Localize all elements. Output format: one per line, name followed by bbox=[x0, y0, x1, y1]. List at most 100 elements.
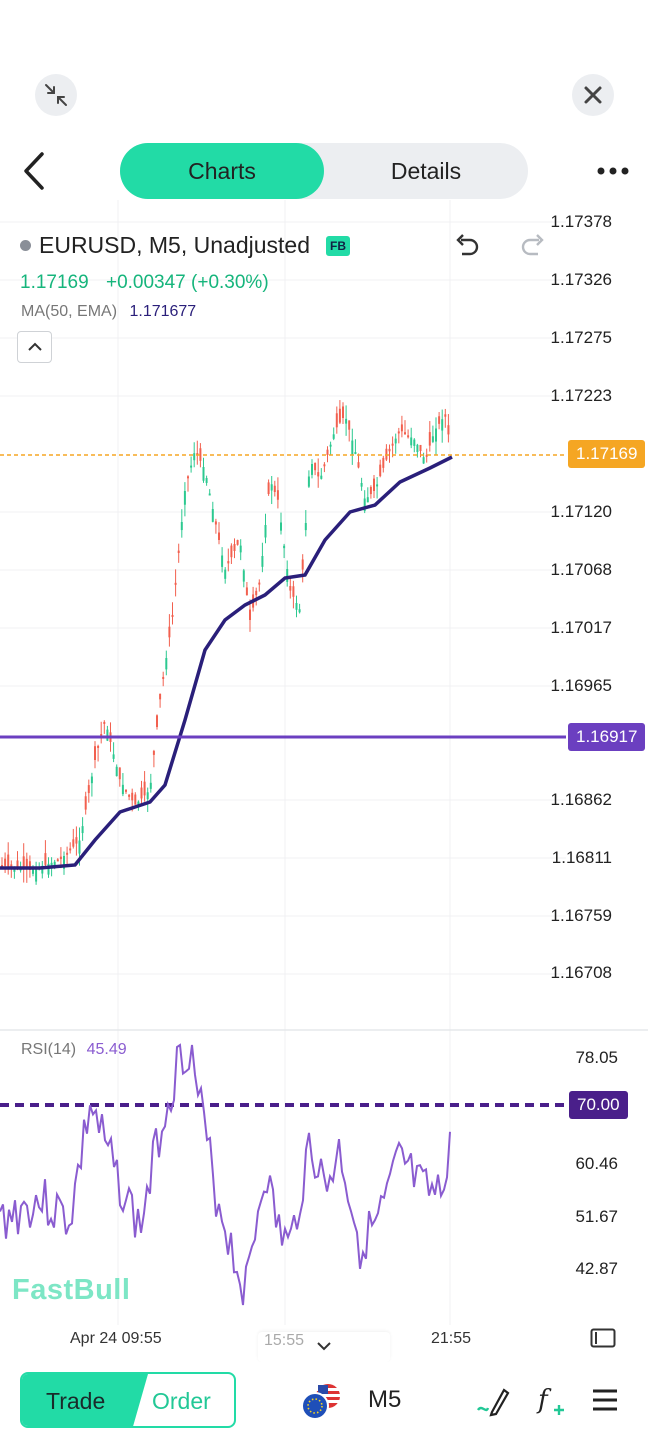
order-button[interactable]: Order bbox=[152, 1388, 211, 1414]
candle-body bbox=[422, 457, 425, 464]
candle-body bbox=[416, 444, 419, 452]
candle-body bbox=[162, 676, 165, 679]
candle-body bbox=[357, 462, 360, 468]
candle-body bbox=[131, 792, 134, 801]
candle-body bbox=[410, 437, 413, 446]
candle-body bbox=[59, 856, 62, 860]
draw-tool-icon[interactable] bbox=[474, 1384, 510, 1423]
price-axis-label: 1.16862 bbox=[550, 790, 612, 809]
collapse-indicators-button[interactable] bbox=[17, 331, 52, 363]
candle-body bbox=[227, 561, 230, 564]
candle-body bbox=[103, 721, 106, 724]
rsi-value: 45.49 bbox=[86, 1041, 127, 1058]
candle-body bbox=[94, 746, 96, 760]
candle-body bbox=[230, 545, 233, 558]
candle-body bbox=[125, 789, 127, 792]
currency-pair-icon[interactable] bbox=[300, 1382, 344, 1422]
layout-icon[interactable] bbox=[590, 1328, 616, 1353]
candle-body bbox=[233, 544, 236, 551]
candle-body bbox=[47, 863, 50, 875]
more-icon[interactable] bbox=[596, 160, 630, 182]
candle-body bbox=[373, 478, 375, 491]
candle-body bbox=[149, 782, 152, 789]
candle-body bbox=[385, 448, 388, 460]
candle-body bbox=[276, 490, 279, 500]
candle-body bbox=[221, 555, 224, 567]
candle-body bbox=[199, 448, 202, 461]
symbol-title: EURUSD, M5, Unadjusted bbox=[39, 232, 310, 258]
candle-body bbox=[267, 482, 270, 494]
candle-body bbox=[196, 453, 199, 456]
price-axis-label: 1.16811 bbox=[551, 848, 612, 867]
indicator-row: MA(50, EMA) 1.171677 bbox=[21, 303, 196, 321]
candle-body bbox=[190, 465, 193, 468]
rsi-axis-label: 78.05 bbox=[575, 1048, 618, 1067]
close-icon[interactable] bbox=[572, 74, 614, 116]
candle-body bbox=[400, 424, 403, 432]
price-axis-label: 1.17068 bbox=[550, 560, 612, 579]
candle-body bbox=[369, 486, 372, 495]
last-price: 1.17169 bbox=[20, 272, 89, 293]
candle-body bbox=[32, 869, 34, 874]
time-label-right: 21:55 bbox=[431, 1330, 472, 1347]
candle-body bbox=[419, 444, 422, 451]
candle-body bbox=[360, 483, 363, 487]
candle-body bbox=[180, 522, 183, 531]
candle-body bbox=[112, 754, 115, 759]
candle-body bbox=[168, 626, 171, 638]
candle-body bbox=[332, 434, 335, 439]
candle-body bbox=[447, 425, 450, 435]
candle-body bbox=[239, 545, 242, 553]
candle-body bbox=[320, 475, 323, 479]
redo-icon[interactable] bbox=[518, 230, 548, 265]
candle-body bbox=[35, 867, 38, 882]
price-chart[interactable] bbox=[0, 200, 648, 1360]
candle-body bbox=[289, 585, 292, 591]
candle-body bbox=[28, 861, 31, 870]
candle-body bbox=[428, 432, 431, 446]
timeframe-selector[interactable]: M5 bbox=[368, 1386, 402, 1413]
candle-body bbox=[407, 435, 410, 438]
minimize-icon[interactable] bbox=[35, 74, 77, 116]
back-icon[interactable] bbox=[18, 150, 54, 192]
tab-charts[interactable]: Charts bbox=[120, 143, 324, 199]
candle-body bbox=[301, 559, 304, 570]
candle-body bbox=[431, 436, 434, 442]
candle-body bbox=[264, 525, 267, 538]
time-label-left: Apr 24 09:55 bbox=[70, 1330, 162, 1347]
candle-body bbox=[354, 452, 357, 454]
price-change-row: 1.17169 +0.00347 (+0.30%) bbox=[20, 272, 269, 294]
candle-body bbox=[41, 865, 44, 874]
candle-body bbox=[146, 792, 149, 799]
level-price-tag: 1.16917 bbox=[568, 723, 646, 751]
candle-body bbox=[143, 781, 146, 796]
price-axis-label: 1.17223 bbox=[550, 386, 612, 405]
candle-body bbox=[7, 854, 10, 867]
candle-body bbox=[44, 853, 47, 865]
candle-body bbox=[270, 484, 273, 491]
candle-body bbox=[394, 438, 397, 444]
menu-icon[interactable] bbox=[592, 1388, 618, 1417]
status-dot bbox=[20, 240, 31, 251]
rsi-axis-label: 51.67 bbox=[575, 1207, 618, 1226]
candle-body bbox=[317, 472, 320, 477]
candle-body bbox=[187, 476, 189, 479]
tab-details[interactable]: Details bbox=[390, 157, 462, 184]
candle-body bbox=[193, 453, 196, 461]
candle-body bbox=[388, 448, 391, 452]
candle-body bbox=[174, 582, 177, 585]
candle-body bbox=[273, 485, 276, 492]
time-label-middle: 15:55 bbox=[264, 1332, 305, 1349]
candle-body bbox=[78, 840, 81, 854]
candle-body bbox=[224, 569, 227, 579]
undo-icon[interactable] bbox=[452, 230, 482, 265]
candle-body bbox=[280, 522, 282, 531]
trade-button[interactable]: Trade bbox=[46, 1388, 106, 1414]
time-scroll-handle[interactable]: 15:55 bbox=[258, 1332, 390, 1362]
current-price-tag: 1.17169 bbox=[568, 440, 646, 468]
candle-body bbox=[366, 497, 369, 503]
candle-body bbox=[16, 860, 19, 868]
candle-body bbox=[404, 432, 406, 435]
candle-body bbox=[245, 587, 248, 596]
indicator-function-icon[interactable]: f bbox=[536, 1382, 566, 1423]
